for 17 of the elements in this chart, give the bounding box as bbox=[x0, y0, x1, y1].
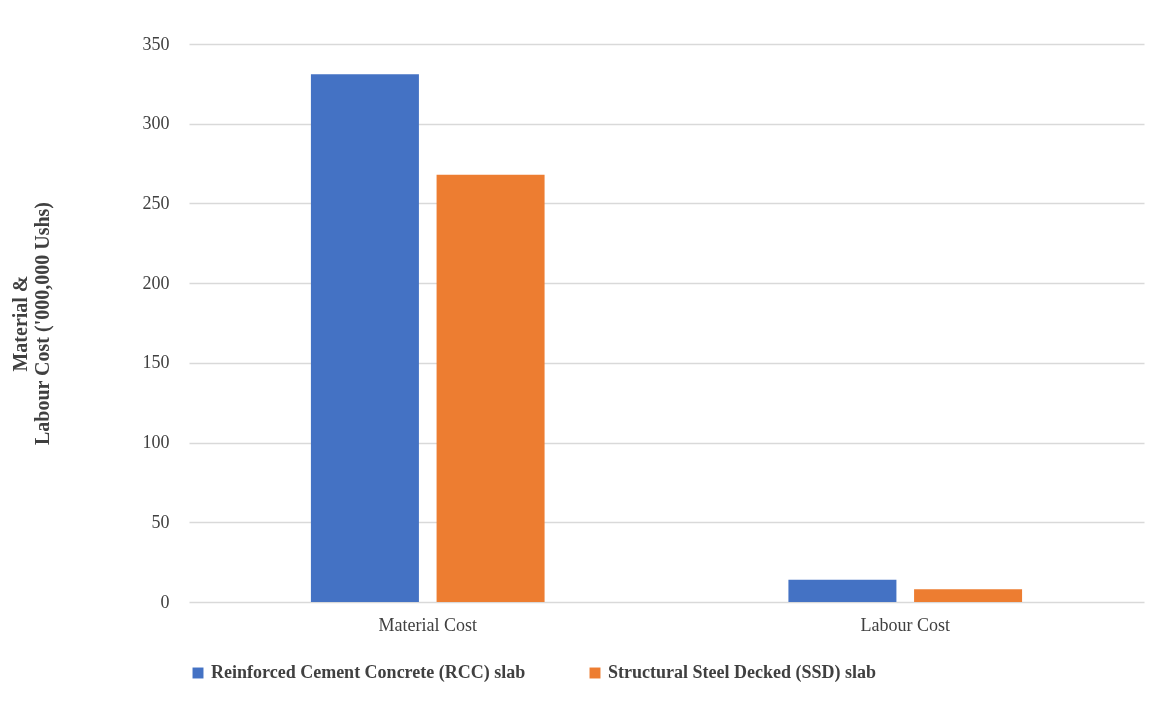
y-tick-label: 200 bbox=[142, 272, 170, 293]
bar bbox=[436, 174, 545, 602]
y-axis-title: Material & Labour Cost ('000,000 Ushs) bbox=[8, 202, 54, 445]
x-tick-label: Labour Cost bbox=[860, 614, 950, 635]
y-tick-label: 350 bbox=[142, 33, 170, 54]
x-tick-label: Material Cost bbox=[378, 614, 477, 635]
y-tick-label: 50 bbox=[151, 511, 170, 532]
bar bbox=[914, 589, 1023, 602]
bar bbox=[310, 74, 419, 602]
y-tick-label: 0 bbox=[160, 591, 170, 612]
bar bbox=[788, 579, 897, 602]
y-tick-label: 100 bbox=[142, 432, 170, 453]
y-tick-label: 300 bbox=[142, 113, 170, 134]
legend-label: Reinforced Cement Concrete (RCC) slab bbox=[211, 662, 526, 683]
legend-label: Structural Steel Decked (SSD) slab bbox=[608, 662, 876, 683]
y-tick-label: 250 bbox=[142, 192, 170, 213]
y-tick-label: 150 bbox=[142, 352, 170, 373]
